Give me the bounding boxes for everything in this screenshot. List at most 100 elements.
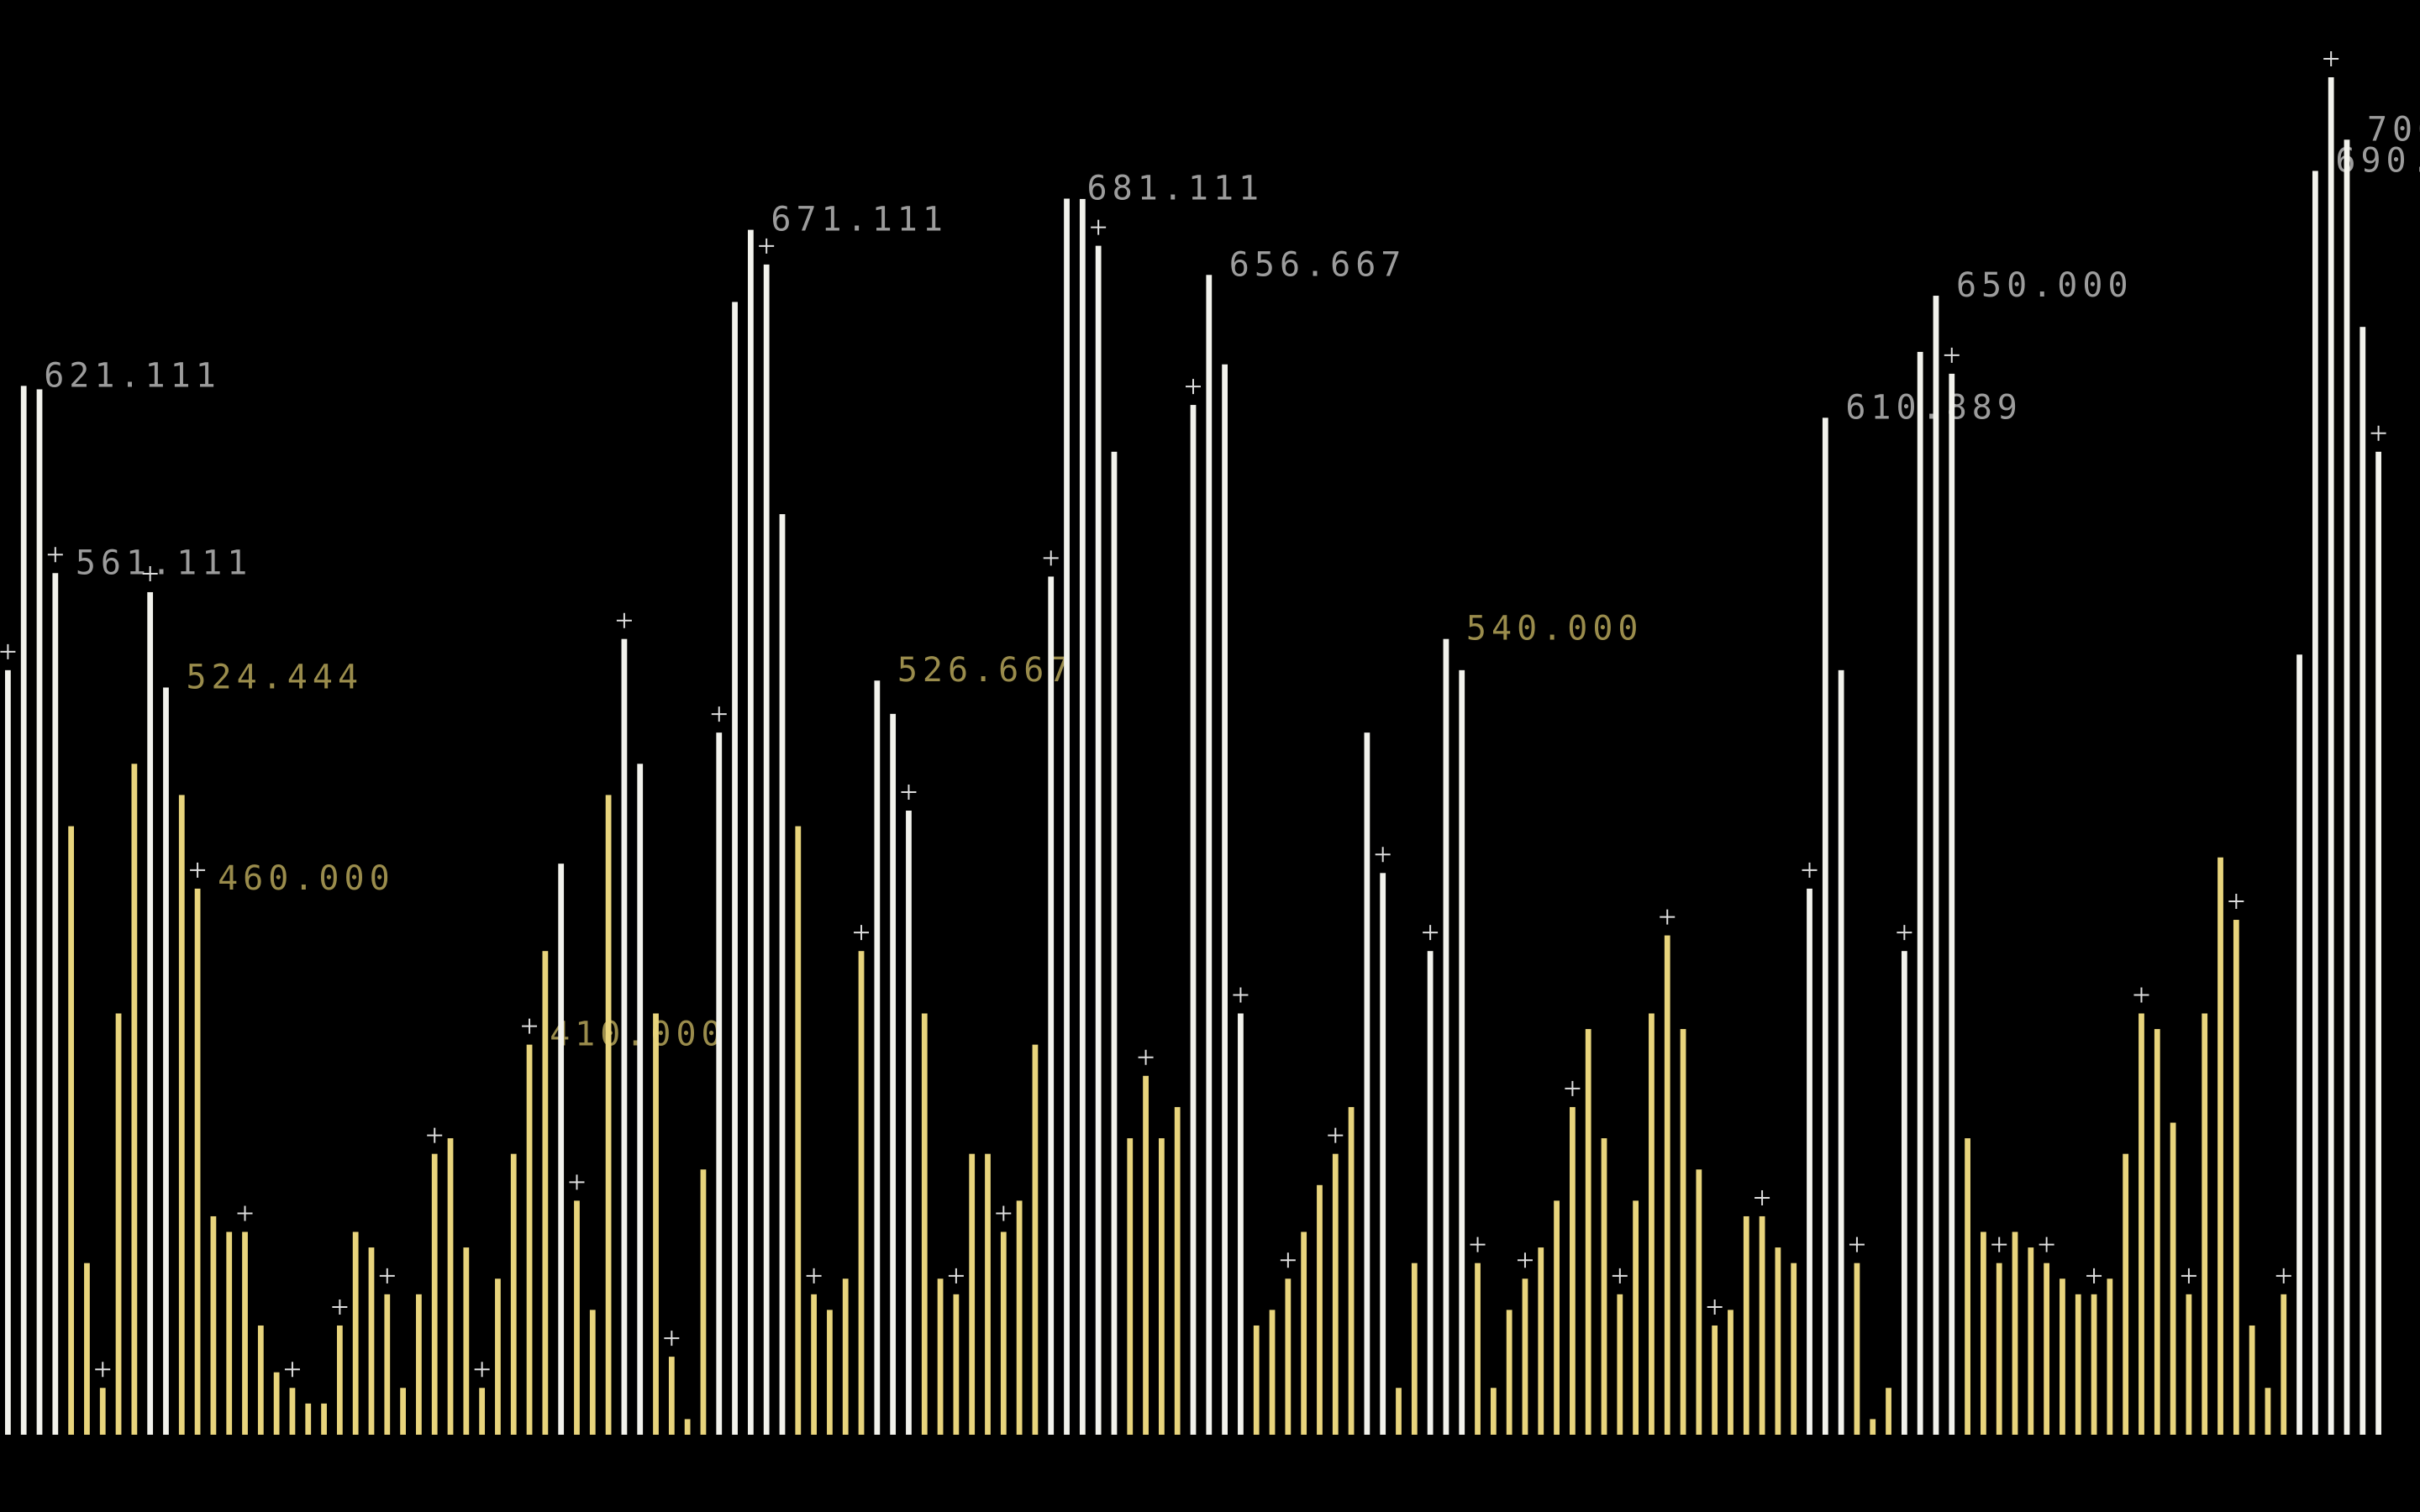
bar [2139, 1013, 2144, 1435]
bar [574, 1200, 580, 1435]
bar [653, 1013, 659, 1435]
bar [210, 1215, 217, 1435]
bar [1111, 451, 1118, 1435]
bar [321, 1403, 327, 1435]
bar [1743, 1215, 1749, 1435]
bar [1443, 638, 1449, 1435]
top-cross [47, 547, 63, 563]
bar [1490, 1388, 1497, 1435]
bar [542, 951, 549, 1435]
bar [352, 1231, 359, 1435]
bar [2312, 171, 2318, 1436]
bar [416, 1294, 422, 1435]
bar [2123, 1153, 2129, 1435]
bar [1459, 669, 1465, 1435]
top-cross [759, 238, 775, 254]
top-cross [379, 1268, 395, 1284]
bar [1933, 296, 1939, 1435]
top-cross [1186, 379, 1201, 395]
bar [1206, 275, 1213, 1435]
bar [1079, 198, 1086, 1435]
bar [2170, 1122, 2176, 1435]
top-cross [854, 925, 870, 941]
bar [289, 1388, 296, 1435]
bar [1143, 1075, 1149, 1435]
bar [779, 514, 786, 1435]
bar [605, 795, 612, 1435]
bar [1427, 951, 1434, 1435]
bar [732, 302, 738, 1436]
bar [2217, 857, 2223, 1435]
bar [1854, 1263, 1860, 1435]
top-cross [664, 1331, 680, 1347]
bar [479, 1388, 486, 1435]
bar [2281, 1294, 2287, 1435]
bar [1775, 1247, 1781, 1435]
top-cross [2323, 51, 2339, 66]
bar [1601, 1138, 1607, 1435]
bar [1253, 1325, 1260, 1435]
value-label: 621.111 [44, 356, 221, 395]
bar [384, 1294, 391, 1435]
bar [1269, 1310, 1276, 1435]
bar [1222, 364, 1228, 1436]
bar [495, 1278, 501, 1435]
bar [336, 1325, 343, 1435]
bar [1475, 1263, 1481, 1435]
bar [1838, 669, 1844, 1435]
top-cross [2370, 425, 2386, 441]
bar [1396, 1388, 1402, 1435]
bar [273, 1372, 280, 1435]
top-cross [806, 1268, 822, 1284]
bar [1317, 1184, 1323, 1435]
top-cross [1565, 1080, 1581, 1096]
bar [1538, 1247, 1544, 1435]
bar [226, 1231, 233, 1435]
bar [431, 1153, 438, 1435]
bar [1127, 1138, 1134, 1435]
bar [621, 638, 628, 1435]
bar [1649, 1013, 1655, 1435]
value-label: 524.444 [186, 658, 363, 696]
bar [2360, 327, 2366, 1435]
bar [842, 1278, 849, 1435]
top-cross [2275, 1268, 2291, 1284]
bar [1870, 1419, 1876, 1435]
bar [1301, 1231, 1307, 1435]
bar [1364, 732, 1370, 1435]
top-cross [284, 1362, 300, 1378]
top-cross [1328, 1127, 1344, 1143]
bar [2107, 1278, 2113, 1435]
bar [1822, 417, 1828, 1436]
bar [1285, 1278, 1292, 1435]
bar [2186, 1294, 2192, 1435]
bar [147, 591, 154, 1435]
value-label: 540.000 [1466, 610, 1644, 648]
bar [700, 1169, 707, 1435]
top-cross [2228, 894, 2244, 910]
bar [890, 713, 897, 1435]
bar [257, 1325, 264, 1435]
bar [1522, 1278, 1528, 1435]
value-label: 460.000 [218, 859, 395, 898]
top-cross [1517, 1252, 1533, 1268]
top-cross [1754, 1189, 1770, 1205]
value-label: 656.667 [1229, 245, 1407, 284]
top-cross [522, 1018, 538, 1034]
bar [1032, 1044, 1039, 1435]
bar [20, 386, 27, 1435]
bar [811, 1294, 817, 1435]
bar [2202, 1013, 2208, 1435]
bar [2060, 1278, 2065, 1435]
top-cross [142, 565, 158, 581]
bar [1886, 1388, 1891, 1435]
top-cross [1849, 1236, 1865, 1252]
top-cross [427, 1127, 443, 1143]
bar [2028, 1247, 2034, 1435]
bar [953, 1294, 960, 1435]
bar [400, 1388, 406, 1435]
bar [2154, 1029, 2160, 1435]
value-label: 561.111 [76, 543, 253, 582]
